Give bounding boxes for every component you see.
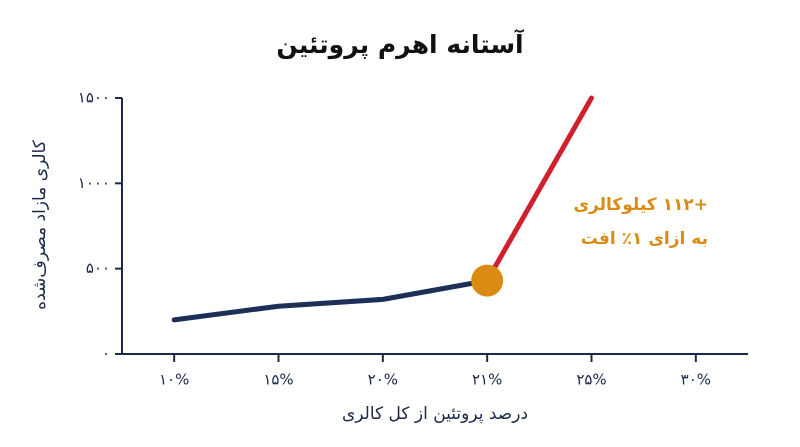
- y-tick-label: ۵۰۰: [86, 259, 110, 277]
- x-tick-label: ۲۰%: [368, 371, 398, 389]
- x-axis-label: درصد پروتئین از کل کالری: [342, 404, 528, 424]
- x-tick-label: ۱۵%: [263, 371, 293, 389]
- y-tick-label: ۱۰۰۰: [78, 174, 110, 192]
- highlight-marker: [471, 264, 504, 297]
- annotation: به ازای ۱٪ افت: [581, 229, 708, 249]
- y-tick-label: ۰: [102, 345, 110, 363]
- x-tick-label: ۲۵%: [576, 371, 606, 389]
- line-series: [171, 278, 490, 323]
- annotation: +۱۱۲ کیلوکالری: [573, 195, 708, 215]
- chart-title: آستانه اهرم پروتئین: [276, 29, 525, 60]
- line-series: [484, 95, 594, 284]
- y-tick-label: ۱۵۰۰: [78, 89, 110, 107]
- x-tick-label: ۳۰%: [681, 371, 711, 389]
- y-axis-label: کالری مازاد مصرف‌شده: [30, 139, 50, 310]
- x-tick-label: ۲۱%: [472, 371, 502, 389]
- x-tick-label: ۱۰%: [159, 371, 189, 389]
